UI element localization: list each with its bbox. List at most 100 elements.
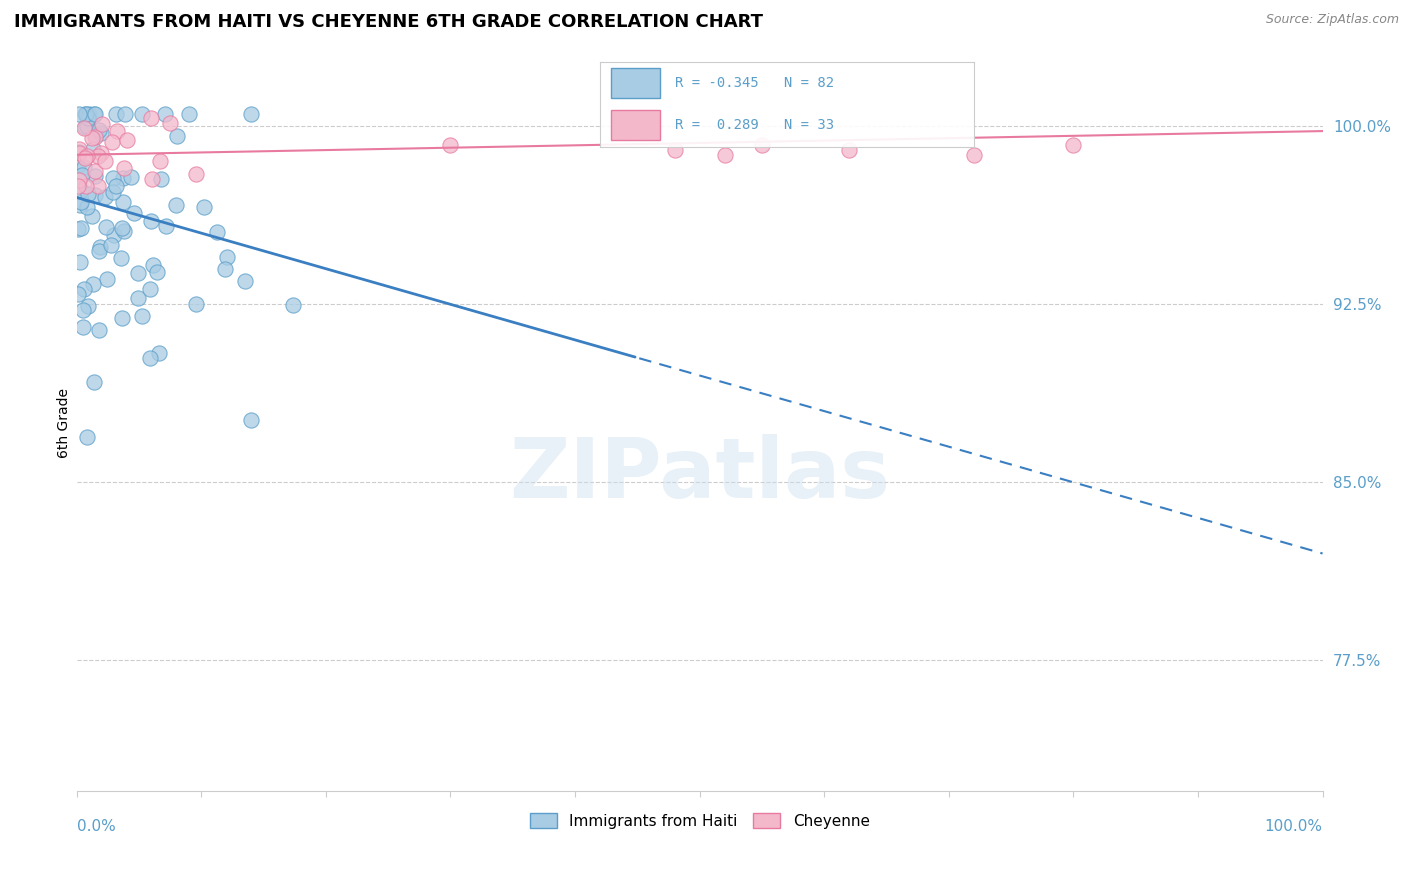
Point: [127, 266, 149, 280]
Point: [100, 238, 122, 252]
Point: [72, 303, 94, 318]
Point: [139, 351, 162, 366]
Legend: Immigrants from Haiti, Cheyenne: Immigrants from Haiti, Cheyenne: [523, 806, 876, 835]
Text: 0.0%: 0.0%: [77, 819, 115, 834]
Point: [148, 346, 170, 360]
Point: [87, 178, 110, 193]
Point: [67, 107, 90, 121]
Point: [80, 131, 103, 145]
Point: [72, 320, 94, 334]
Point: [87, 123, 110, 137]
Point: [83, 375, 105, 389]
Point: [139, 214, 162, 228]
Point: [139, 282, 162, 296]
Point: [233, 274, 256, 288]
Point: [67, 142, 90, 156]
Point: [75, 120, 97, 134]
Point: [117, 133, 139, 147]
Point: [84, 164, 107, 178]
Point: [66, 158, 89, 172]
Point: [146, 265, 169, 279]
Point: [838, 143, 860, 157]
Point: [89, 240, 111, 254]
Point: [186, 297, 208, 311]
Point: [80, 210, 103, 224]
Point: [239, 413, 262, 427]
Point: [67, 222, 90, 236]
Point: [104, 107, 127, 121]
Point: [76, 120, 98, 134]
Point: [73, 161, 96, 175]
Point: [112, 161, 135, 176]
Point: [120, 169, 142, 184]
Point: [82, 142, 104, 156]
Point: [67, 172, 90, 186]
Point: [165, 198, 187, 212]
Point: [70, 169, 93, 183]
Point: [83, 107, 105, 121]
Point: [149, 154, 172, 169]
Point: [70, 194, 93, 209]
Point: [87, 323, 110, 337]
Point: [205, 225, 228, 239]
Point: [103, 228, 125, 243]
Point: [76, 429, 98, 443]
Point: [112, 195, 135, 210]
Point: [66, 178, 89, 193]
Point: [110, 251, 132, 265]
Point: [963, 148, 986, 162]
Point: [67, 145, 90, 159]
Point: [76, 200, 98, 214]
Point: [69, 183, 91, 197]
Point: [664, 143, 686, 157]
Point: [69, 254, 91, 268]
Point: [76, 299, 98, 313]
Point: [131, 309, 153, 323]
Point: [103, 186, 125, 200]
Point: [141, 171, 163, 186]
Point: [83, 187, 105, 202]
Point: [141, 112, 163, 126]
Point: [94, 190, 117, 204]
Point: [122, 206, 145, 220]
Point: [713, 148, 735, 162]
Point: [131, 107, 153, 121]
Point: [69, 198, 91, 212]
Point: [94, 219, 117, 234]
Point: [76, 187, 98, 202]
Point: [82, 277, 104, 291]
Point: [240, 107, 263, 121]
Point: [67, 145, 90, 160]
Point: [215, 250, 238, 264]
Text: Source: ZipAtlas.com: Source: ZipAtlas.com: [1265, 13, 1399, 27]
Point: [153, 107, 176, 121]
Point: [86, 128, 108, 143]
Point: [73, 120, 96, 135]
Point: [87, 149, 110, 163]
Point: [90, 117, 112, 131]
Point: [94, 153, 117, 168]
Point: [159, 116, 181, 130]
Point: [76, 149, 98, 163]
Point: [127, 291, 149, 305]
Point: [89, 244, 111, 258]
Point: [751, 138, 773, 153]
Point: [83, 169, 105, 183]
Point: [77, 107, 100, 121]
Point: [76, 178, 98, 193]
Point: [75, 107, 97, 121]
Point: [281, 298, 304, 312]
Point: [105, 178, 128, 193]
Point: [177, 107, 200, 121]
Point: [75, 107, 97, 121]
Point: [84, 107, 107, 121]
Point: [166, 128, 188, 143]
Point: [90, 126, 112, 140]
Y-axis label: 6th Grade: 6th Grade: [58, 388, 72, 458]
Point: [73, 152, 96, 166]
Point: [96, 272, 118, 286]
Point: [1062, 138, 1084, 153]
Point: [142, 258, 165, 272]
Text: ZIPatlas: ZIPatlas: [509, 434, 890, 515]
Point: [105, 123, 128, 137]
